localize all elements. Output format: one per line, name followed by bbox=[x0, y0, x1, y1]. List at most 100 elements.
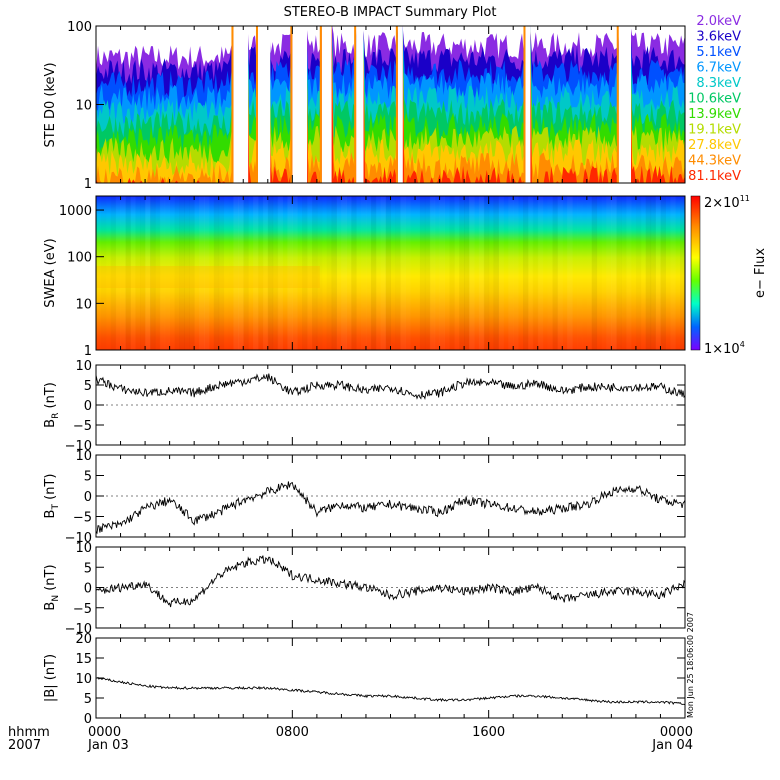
bmag-ylabel: |B| (nT) bbox=[43, 654, 58, 702]
ste-data-gap bbox=[257, 26, 271, 183]
swea-column bbox=[611, 196, 617, 350]
swea-column bbox=[327, 196, 332, 350]
swea-ylabel: SWEA (eV) bbox=[43, 238, 58, 307]
swea-column bbox=[597, 196, 602, 350]
br-ytick-label: −5 bbox=[73, 419, 92, 434]
swea-column bbox=[641, 196, 646, 350]
bmag-trace bbox=[96, 676, 686, 706]
x-tick-label: 0000 bbox=[660, 725, 693, 740]
bmag-frame bbox=[95, 637, 686, 719]
bn-ytick-label: 0 bbox=[84, 582, 92, 597]
swea-column bbox=[445, 196, 450, 350]
swea-column bbox=[557, 196, 562, 350]
bt-panel: 10 5 0 −5 −10 BT (nT) bbox=[43, 449, 686, 546]
swea-column bbox=[253, 196, 259, 350]
swea-column bbox=[626, 196, 631, 350]
swea-column bbox=[508, 196, 513, 350]
ste-ytick-label: 10 bbox=[75, 99, 92, 114]
br-panel: 10 5 0 −5 −10 BR (nT) bbox=[43, 359, 686, 454]
generation-timestamp: Mon Jun 25 18:06:00 2007 bbox=[686, 612, 695, 718]
swea-column bbox=[337, 196, 342, 350]
swea-column bbox=[567, 196, 573, 350]
bn-ytick-label: 10 bbox=[75, 541, 92, 556]
legend-entry: 13.9keV bbox=[688, 107, 741, 122]
legend-entry: 44.3keV bbox=[688, 154, 741, 169]
ste-y-ticks: 1 10 100 bbox=[67, 20, 104, 192]
swea-column bbox=[572, 196, 577, 350]
swea-column bbox=[395, 196, 400, 350]
swea-column bbox=[645, 196, 652, 350]
swea-column bbox=[528, 196, 533, 350]
ste-data-gap bbox=[292, 26, 308, 183]
ste-data-gap bbox=[233, 26, 249, 183]
swea-spectrogram bbox=[96, 196, 685, 350]
ste-panel: 1 10 100 STE D0 (keV) 2.0keV3.6keV5.1keV6.… bbox=[43, 14, 741, 192]
bn-ytick-label: −5 bbox=[73, 602, 92, 617]
swea-column bbox=[341, 196, 347, 350]
swea-column bbox=[518, 196, 523, 350]
bt-ytick-label: −10 bbox=[65, 531, 92, 546]
swea-panel: 1 10 100 1000 SWEA (eV) 2×1011 1×104 e− Flu… bbox=[43, 194, 768, 359]
bn-ylabel: BN (nT) bbox=[43, 564, 61, 610]
swea-column bbox=[469, 196, 475, 350]
br-ytick-label: −10 bbox=[65, 439, 92, 454]
swea-column bbox=[233, 196, 239, 350]
bn-panel: 10 5 0 −5 −10 BN (nT) bbox=[43, 541, 686, 637]
swea-column bbox=[356, 196, 361, 350]
x-tick-date: Jan 03 bbox=[87, 738, 129, 753]
legend-entry: 8.3keV bbox=[696, 76, 741, 91]
bt-trace bbox=[95, 481, 686, 535]
swea-column bbox=[405, 196, 410, 350]
swea-column bbox=[606, 196, 612, 350]
swea-column bbox=[616, 196, 621, 350]
swea-column bbox=[493, 196, 499, 350]
swea-column bbox=[660, 196, 666, 350]
swea-column bbox=[499, 196, 504, 350]
ste-gap-edge bbox=[354, 26, 357, 183]
ste-data-gap bbox=[356, 26, 364, 183]
swea-column bbox=[361, 196, 366, 350]
swea-column bbox=[331, 196, 337, 350]
swea-column bbox=[523, 196, 529, 350]
swea-column bbox=[602, 196, 607, 350]
swea-ytick-label: 1 bbox=[84, 344, 92, 359]
swea-column bbox=[650, 196, 656, 350]
bmag-ytick-label: 10 bbox=[75, 672, 92, 687]
x-tick-label: 1600 bbox=[472, 725, 505, 740]
bn-ytick-label: 5 bbox=[84, 561, 92, 576]
magnetic-field-panels: 10 5 0 −5 −10 BR (nT) 10 5 0 −5 −10 BT (nT) 10 5 0 −5 −1… bbox=[43, 359, 686, 727]
ste-data-gap bbox=[397, 26, 403, 183]
bmag-ytick-label: 15 bbox=[75, 652, 92, 667]
ste-gap-edge bbox=[231, 26, 234, 183]
swea-column bbox=[459, 196, 465, 350]
swea-column bbox=[385, 196, 391, 350]
swea-column bbox=[189, 196, 195, 350]
br-ytick-label: 10 bbox=[75, 359, 92, 374]
bt-ytick-label: 5 bbox=[84, 470, 92, 485]
swea-column bbox=[464, 196, 470, 350]
swea-column bbox=[577, 196, 582, 350]
swea-column bbox=[665, 196, 670, 350]
x-tick-label: 0800 bbox=[276, 725, 309, 740]
br-ylabel: BR (nT) bbox=[43, 382, 61, 428]
ste-gap-edge bbox=[395, 26, 398, 183]
bn-trace bbox=[95, 555, 686, 608]
colorbar bbox=[690, 195, 701, 351]
ste-data-gap bbox=[618, 26, 632, 183]
swea-column bbox=[410, 196, 415, 350]
swea-column bbox=[440, 196, 445, 350]
ste-ytick-label: 1 bbox=[84, 177, 92, 192]
swea-column bbox=[538, 196, 543, 350]
swea-column bbox=[435, 196, 440, 350]
swea-ytick-label: 1000 bbox=[59, 204, 92, 219]
x-tick-label: 0000 bbox=[88, 725, 121, 740]
x-axis-row1-label: hhmm bbox=[8, 725, 50, 740]
colorbar-min: 1×104 bbox=[704, 340, 745, 357]
bt-ytick-label: 0 bbox=[84, 490, 92, 505]
swea-column bbox=[548, 196, 553, 350]
bmag-ytick-label: 0 bbox=[84, 712, 92, 727]
br-ytick-label: 0 bbox=[84, 399, 92, 414]
legend-entry: 27.8keV bbox=[688, 138, 741, 153]
swea-column bbox=[213, 196, 220, 350]
